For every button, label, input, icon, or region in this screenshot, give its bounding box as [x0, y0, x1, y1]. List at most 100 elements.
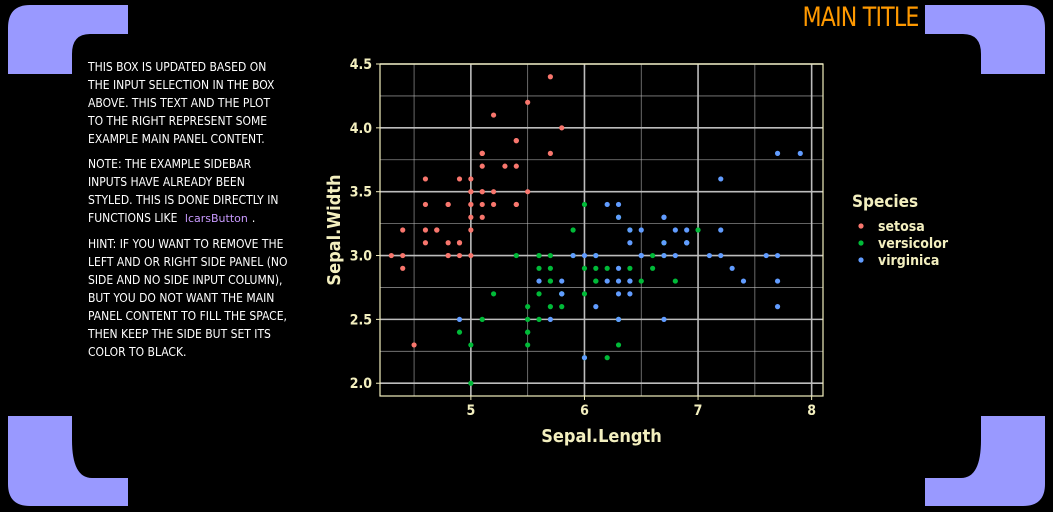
data-point-setosa: [479, 214, 485, 220]
data-point-setosa: [400, 265, 406, 271]
data-point-setosa: [513, 201, 519, 208]
data-point-versicolor: [525, 316, 531, 322]
data-point-versicolor: [581, 265, 588, 271]
data-point-setosa: [479, 163, 485, 169]
data-point-setosa: [479, 189, 485, 195]
data-point-setosa: [400, 227, 406, 233]
x-tick-label: 5: [466, 403, 475, 419]
data-point-setosa: [468, 214, 474, 220]
data-point-versicolor: [593, 278, 599, 284]
y-tick-label: 3.5: [350, 185, 372, 201]
sidebar-paragraph-hint: HINT: IF YOU WANT TO REMOVE THE LEFT AND…: [88, 237, 288, 359]
data-point-versicolor: [547, 252, 553, 259]
data-point-setosa: [434, 227, 440, 233]
frame-top-right: [925, 5, 1045, 74]
note-end: .: [251, 211, 256, 225]
frame-bottom-left: [8, 416, 128, 506]
data-point-virginica: [627, 227, 633, 233]
sidebar-paragraph-intro: THIS BOX IS UPDATED BASED ON THE INPUT S…: [88, 60, 275, 146]
data-point-versicolor: [604, 265, 610, 271]
data-point-virginica: [763, 252, 769, 259]
data-point-virginica: [729, 265, 735, 271]
x-tick-label: 6: [580, 403, 589, 419]
data-point-setosa: [468, 201, 474, 208]
data-point-setosa: [502, 163, 508, 169]
data-point-virginica: [718, 227, 724, 233]
data-point-virginica: [684, 240, 690, 246]
data-point-versicolor: [581, 291, 588, 297]
y-tick-label: 2.0: [350, 376, 373, 392]
grid-major: [380, 63, 823, 396]
data-point-setosa: [559, 125, 565, 131]
data-point-versicolor: [456, 329, 463, 335]
y-tick-label: 3.0: [350, 249, 373, 265]
data-point-setosa: [445, 252, 451, 259]
data-point-setosa: [456, 252, 463, 259]
data-point-versicolor: [525, 342, 531, 348]
data-point-virginica: [774, 304, 781, 310]
data-point-setosa: [490, 201, 497, 208]
x-axis-label: Sepal.Length: [541, 426, 662, 447]
data-point-setosa: [445, 201, 451, 208]
data-point-setosa: [422, 227, 429, 233]
data-point-virginica: [581, 252, 588, 259]
data-point-virginica: [593, 304, 599, 310]
y-tick-label: 4.0: [350, 121, 373, 137]
data-point-versicolor: [570, 227, 576, 233]
data-point-virginica: [456, 316, 463, 322]
data-point-setosa: [525, 189, 531, 195]
data-point-virginica: [627, 278, 633, 284]
data-point-versicolor: [525, 329, 531, 335]
data-point-virginica: [604, 278, 610, 284]
data-point-virginica: [672, 227, 678, 233]
legend-label-setosa: setosa: [878, 219, 925, 235]
data-point-virginica: [559, 291, 565, 297]
plot-panel-border: [379, 63, 824, 397]
data-point-virginica: [615, 291, 622, 297]
data-point-setosa: [468, 189, 474, 195]
x-tick-label: 7: [694, 403, 703, 419]
data-point-versicolor: [581, 201, 588, 208]
data-point-versicolor: [468, 342, 474, 348]
note-text: NOTE: THE EXAMPLE SIDEBAR INPUTS HAVE AL…: [88, 157, 279, 225]
data-point-versicolor: [547, 265, 553, 271]
data-point-virginica: [706, 252, 713, 259]
y-tick-label: 4.5: [350, 57, 372, 73]
data-point-setosa: [400, 252, 406, 259]
y-axis-label: Sepal.Width: [324, 174, 345, 285]
data-point-setosa: [513, 163, 519, 169]
data-point-virginica: [661, 240, 667, 246]
x-tick-label: 8: [807, 403, 816, 419]
data-point-setosa: [525, 99, 531, 105]
data-point-versicolor: [490, 291, 497, 297]
data-point-versicolor: [615, 342, 622, 348]
data-point-versicolor: [513, 252, 519, 259]
data-point-virginica: [661, 252, 667, 259]
data-point-versicolor: [672, 278, 678, 284]
data-point-versicolor: [536, 291, 542, 297]
y-tick-label: 2.5: [350, 312, 372, 328]
code-snippet: lcarsButton: [184, 212, 248, 225]
data-point-virginica: [593, 252, 599, 259]
data-point-virginica: [627, 291, 633, 297]
data-point-versicolor: [638, 278, 644, 284]
data-point-setosa: [490, 112, 497, 118]
data-point-setosa: [468, 252, 474, 259]
data-point-setosa: [422, 240, 429, 246]
data-point-virginica: [718, 176, 724, 182]
data-point-setosa: [468, 227, 474, 233]
data-point-setosa: [411, 342, 417, 348]
data-point-virginica: [661, 214, 667, 220]
data-point-versicolor: [468, 380, 474, 386]
data-point-setosa: [422, 201, 429, 208]
page-title: MAIN TITLE: [802, 2, 920, 33]
legend-key-versicolor: [858, 240, 864, 246]
legend-key-virginica: [858, 257, 864, 263]
axis-ticks: 5 6 7 8 2.0 2.5 3.0 3.5 4.0 4.5: [350, 57, 816, 419]
data-point-versicolor: [593, 265, 599, 271]
data-point-setosa: [456, 176, 463, 182]
data-point-virginica: [774, 252, 781, 259]
grid-minor: [380, 64, 823, 396]
data-point-versicolor: [559, 304, 565, 310]
